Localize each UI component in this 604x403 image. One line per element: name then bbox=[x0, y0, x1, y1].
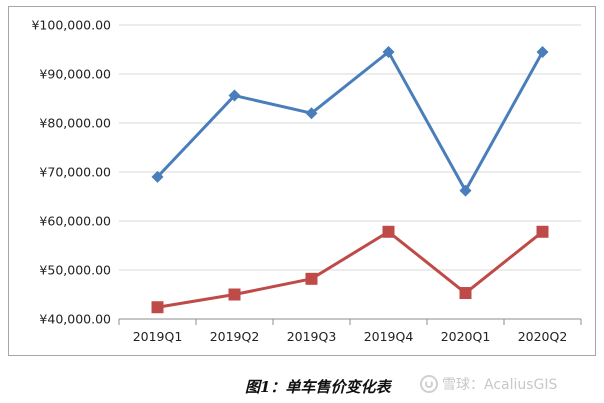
x-tick-label-1: 2019Q2 bbox=[210, 329, 260, 344]
series-0-line bbox=[156, 50, 544, 193]
chart-frame: ¥40,000.00 ¥50,000.00 ¥60,000.00 ¥70,000.00… bbox=[8, 6, 596, 356]
series-0-point-3 bbox=[382, 45, 395, 58]
y-tick-label-1: ¥50,000.00 bbox=[39, 263, 111, 278]
y-tick-label-4: ¥80,000.00 bbox=[39, 116, 111, 131]
series-0-point-2 bbox=[305, 107, 318, 120]
y-tick-label-6: ¥100,000.00 bbox=[31, 18, 111, 33]
x-tick-label-5: 2020Q2 bbox=[518, 329, 568, 344]
x-tick-label-0: 2019Q1 bbox=[133, 329, 183, 344]
series-1-point-2 bbox=[305, 272, 318, 285]
series-0-point-5 bbox=[536, 45, 549, 58]
series-1-point-0 bbox=[151, 301, 164, 314]
x-tick-label-2: 2019Q3 bbox=[287, 329, 337, 344]
line-chart: ¥40,000.00 ¥50,000.00 ¥60,000.00 ¥70,000.00… bbox=[31, 18, 582, 344]
x-tick-label-4: 2020Q1 bbox=[441, 329, 491, 344]
series-1-point-3 bbox=[382, 225, 395, 238]
y-tick-label-3: ¥70,000.00 bbox=[39, 165, 111, 180]
series-0-point-0 bbox=[151, 170, 164, 183]
series-0-point-1 bbox=[228, 89, 241, 102]
y-tick-label-5: ¥90,000.00 bbox=[39, 67, 111, 82]
series-1-point-5 bbox=[536, 225, 549, 238]
series-1-line bbox=[157, 230, 544, 309]
snowball-logo-icon bbox=[420, 375, 438, 393]
watermark: 雪球：AcaliusGIS bbox=[420, 374, 557, 394]
series-1-point-4 bbox=[459, 287, 472, 300]
watermark-text: 雪球：AcaliusGIS bbox=[442, 377, 558, 393]
y-tick-label-0: ¥40,000.00 bbox=[39, 312, 111, 327]
x-tick-label-3: 2019Q4 bbox=[364, 329, 414, 344]
series-1-point-1 bbox=[228, 288, 241, 301]
figure-caption: 图1：单车售价变化表 bbox=[245, 378, 391, 396]
series-0-point-4 bbox=[459, 184, 472, 197]
y-tick-label-2: ¥60,000.00 bbox=[39, 214, 111, 229]
